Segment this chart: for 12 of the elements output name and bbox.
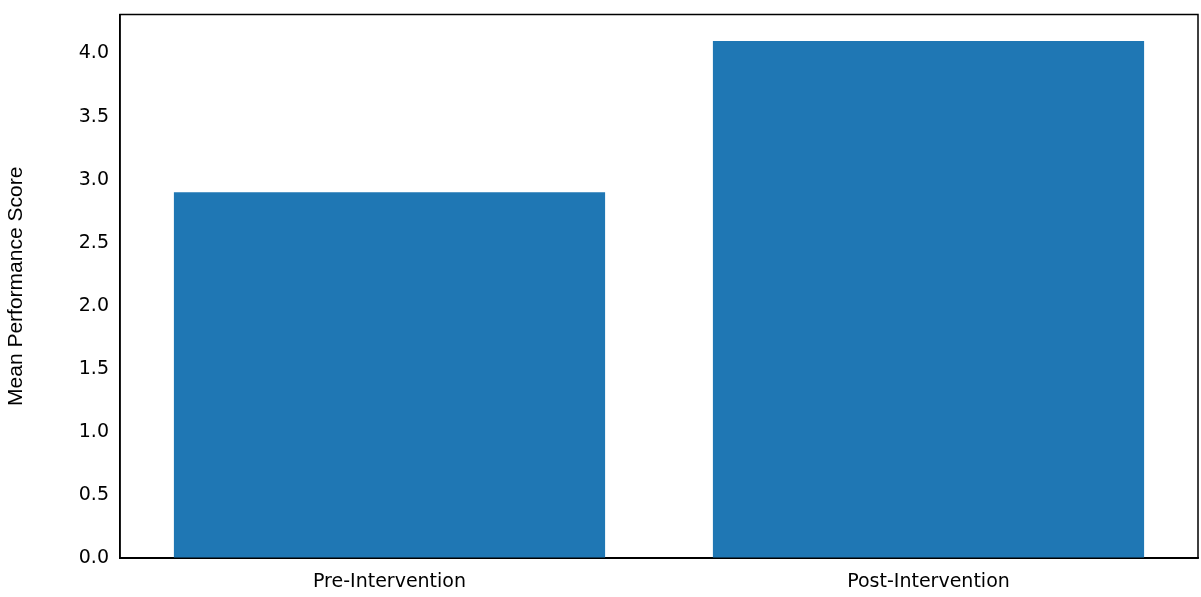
y-tick-label: 1.5 bbox=[78, 355, 109, 378]
x-tick-label: Post-Intervention bbox=[847, 568, 1010, 591]
y-tick-label: 3.5 bbox=[78, 103, 109, 126]
y-tick-label: 0.5 bbox=[78, 482, 109, 505]
y-tick-label: 0.0 bbox=[78, 545, 109, 568]
y-axis-title: Mean Performance Score bbox=[3, 166, 27, 406]
y-tick-label: 1.0 bbox=[78, 418, 109, 441]
x-tick-label: Pre-Intervention bbox=[312, 568, 467, 591]
y-tick-label: 2.0 bbox=[78, 292, 109, 315]
y-tick-label: 3.0 bbox=[78, 166, 109, 189]
y-tick-label: 4.0 bbox=[78, 40, 109, 63]
y-tick-label: 2.5 bbox=[78, 229, 109, 252]
